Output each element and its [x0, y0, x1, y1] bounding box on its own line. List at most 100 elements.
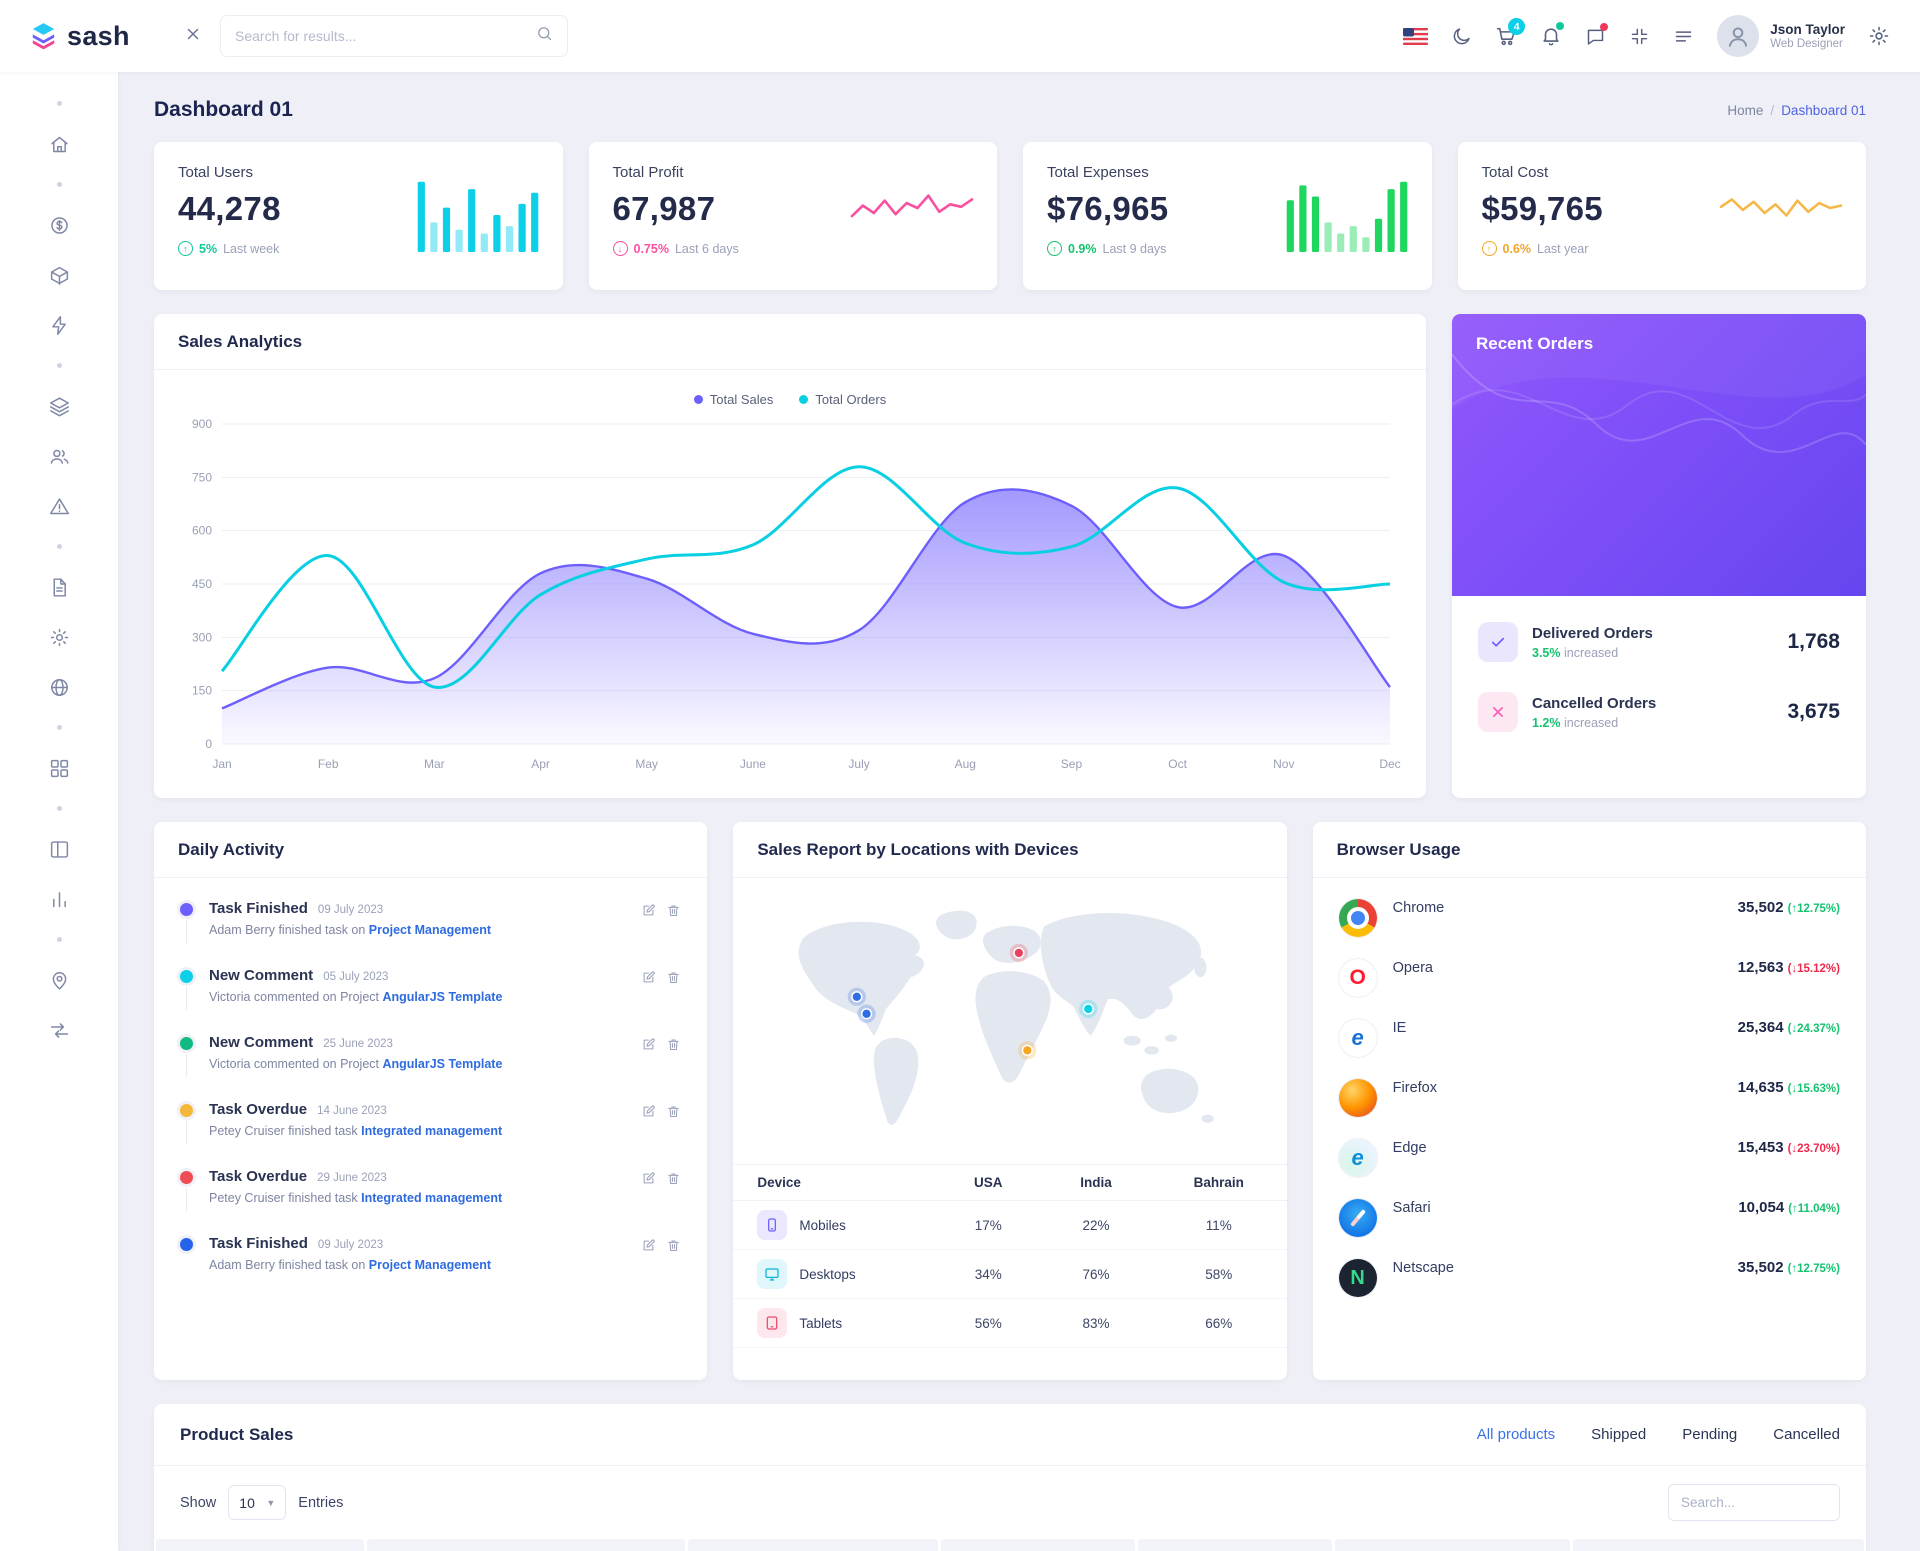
sidebar-item-users-icon[interactable]: [49, 441, 70, 471]
sidebar-item-zap-icon[interactable]: [49, 310, 70, 340]
recent-orders-overlay: [1452, 314, 1866, 453]
cart-icon[interactable]: 4: [1495, 18, 1526, 47]
edit-icon[interactable]: [641, 1238, 656, 1272]
trash-icon[interactable]: [666, 1104, 681, 1138]
activity-description: Adam Berry finished task on Project Mana…: [209, 923, 492, 937]
activity-item: Task Overdue 14 June 2023 Petey Cruiser fi…: [180, 1101, 681, 1168]
user-menu[interactable]: Json Taylor Web Designer: [1717, 15, 1845, 57]
page-size-select[interactable]: 10 ▼: [228, 1485, 287, 1520]
chevron-down-icon: ▼: [266, 1497, 276, 1508]
activity-link[interactable]: Project Management: [368, 923, 492, 937]
activity-date: 09 July 2023: [317, 1239, 384, 1251]
recent-orders-card: Recent Orders Delivered Orders 3.5% incre…: [1452, 314, 1866, 798]
legend-item[interactable]: Total Sales: [693, 392, 773, 407]
brand[interactable]: sash: [30, 21, 180, 52]
activity-dot: [180, 1238, 193, 1251]
edit-icon[interactable]: [641, 903, 656, 937]
page-size-value: 10: [239, 1494, 255, 1511]
edit-icon[interactable]: [641, 1171, 656, 1205]
breadcrumb-home[interactable]: Home: [1727, 102, 1764, 118]
sidebar-item-pin-icon[interactable]: [49, 965, 70, 995]
map-markers: [847, 943, 1098, 1060]
sidebar-item-file-icon[interactable]: [49, 572, 70, 602]
map-marker[interactable]: [860, 1008, 872, 1020]
global-search: [220, 15, 568, 57]
stat-card-total-users: Total Users 44,278 ↑ 5% Last week: [154, 142, 563, 290]
device-value: 22%: [1041, 1200, 1151, 1250]
sidebar-section-dot: [56, 806, 62, 811]
trash-icon[interactable]: [666, 1037, 681, 1071]
trash-icon[interactable]: [666, 903, 681, 937]
sidebar-item-dollar-icon[interactable]: [49, 210, 70, 240]
map-marker[interactable]: [850, 991, 863, 1003]
device-table-column: Bahrain: [1150, 1164, 1287, 1201]
brand-logo-icon: [32, 23, 55, 50]
search-input[interactable]: [235, 28, 536, 44]
legend-item[interactable]: Total Orders: [799, 392, 886, 407]
device-table-column: Device: [733, 1164, 936, 1201]
edit-icon[interactable]: [641, 970, 656, 1004]
sidebar-item-shuffle-icon[interactable]: [49, 1015, 70, 1045]
messages-chat-icon[interactable]: [1585, 22, 1609, 47]
sidebar-item-grid-icon[interactable]: [49, 753, 70, 783]
table-search-input[interactable]: [1668, 1484, 1840, 1521]
activity-link[interactable]: AngularJS Template: [382, 1057, 503, 1071]
tab-cancelled[interactable]: Cancelled: [1773, 1426, 1840, 1443]
activity-link[interactable]: Integrated management: [361, 1191, 503, 1205]
sidebar-item-home-icon[interactable]: [49, 129, 70, 159]
browser-value: 12,563: [1737, 959, 1784, 976]
svg-text:Sep: Sep: [1061, 757, 1083, 771]
search-icon[interactable]: [536, 25, 553, 47]
map-marker[interactable]: [1021, 1044, 1033, 1056]
activity-dot: [180, 970, 193, 983]
trash-icon[interactable]: [666, 1238, 681, 1272]
stat-card-total-cost: Total Cost $59,765 ↑ 0.6% Last year: [1457, 142, 1866, 290]
sidebar-section-dot: [56, 182, 62, 187]
settings-gear-icon[interactable]: [1868, 25, 1890, 47]
stat-sparkline: [1284, 170, 1410, 257]
notifications-bell-icon[interactable]: [1540, 22, 1565, 47]
tab-all-products[interactable]: All products: [1476, 1426, 1556, 1443]
map-marker[interactable]: [1012, 947, 1025, 959]
sidebar-close-icon[interactable]: [184, 25, 202, 48]
svg-text:300: 300: [192, 630, 212, 644]
activity-link[interactable]: AngularJS Template: [382, 990, 503, 1004]
trash-icon[interactable]: [666, 970, 681, 1004]
tab-shipped[interactable]: Shipped: [1591, 1426, 1647, 1443]
browser-change: (↑12.75%): [1787, 903, 1840, 915]
breadcrumb-separator: /: [1770, 102, 1775, 118]
trash-icon[interactable]: [666, 1171, 681, 1205]
map-marker[interactable]: [1082, 1003, 1094, 1015]
svg-text:150: 150: [192, 684, 212, 698]
sidebar-item-layers-icon[interactable]: [49, 391, 70, 421]
activity-link[interactable]: Integrated management: [361, 1124, 503, 1138]
chat-dot-badge: [1600, 22, 1609, 31]
edit-icon[interactable]: [641, 1037, 656, 1071]
stat-value: $59,765: [1481, 190, 1603, 227]
device-value: 76%: [1041, 1249, 1151, 1299]
dark-mode-moon-icon[interactable]: [1451, 26, 1472, 47]
sidebar-item-gear-icon[interactable]: [49, 622, 70, 652]
device-name: Tablets: [799, 1315, 843, 1331]
sidebar-item-chart-icon[interactable]: [49, 884, 70, 914]
product-sales-title: Product Sales: [180, 1424, 294, 1444]
table-header-cell: [940, 1539, 1135, 1551]
list-toggle-icon[interactable]: [1673, 26, 1694, 47]
svg-text:900: 900: [192, 417, 212, 431]
sidebar-item-columns-icon[interactable]: [49, 834, 70, 864]
activity-title: Task Overdue: [209, 1168, 308, 1185]
browser-row: e Edge 15,453 (↓23.70%): [1338, 1128, 1840, 1188]
sidebar-item-globe-icon[interactable]: [49, 672, 70, 702]
tab-pending[interactable]: Pending: [1682, 1426, 1738, 1443]
svg-text:600: 600: [192, 524, 212, 538]
sidebar-item-package-icon[interactable]: [49, 260, 70, 290]
activity-link[interactable]: Project Management: [368, 1258, 492, 1272]
device-value: 34%: [935, 1249, 1042, 1299]
svg-text:Jan: Jan: [212, 757, 231, 771]
edit-icon[interactable]: [641, 1104, 656, 1138]
language-flag-icon[interactable]: [1403, 27, 1429, 45]
order-status-value: 3,675: [1787, 700, 1840, 723]
sidebar-item-alert-icon[interactable]: [49, 491, 70, 521]
browser-row: Firefox 14,635 (↓15.63%): [1338, 1068, 1840, 1128]
fullscreen-icon[interactable]: [1629, 26, 1650, 47]
